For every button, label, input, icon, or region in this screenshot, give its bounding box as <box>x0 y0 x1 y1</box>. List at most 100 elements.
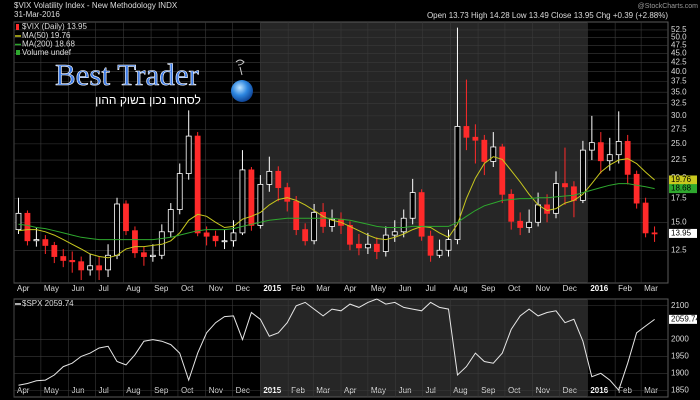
x-tick-label: Aug <box>453 386 467 395</box>
candle-body <box>293 200 300 231</box>
candle-body <box>418 192 425 237</box>
x-tick-label: Sep <box>154 284 169 293</box>
candle-body <box>606 154 613 162</box>
last-value-box <box>669 184 697 194</box>
x-tick-label: Feb <box>618 386 632 395</box>
x-tick-label: Mar <box>644 284 658 293</box>
y-tick-label: 52.5 <box>671 25 687 34</box>
candle-body <box>105 254 111 271</box>
year-shade <box>260 299 588 397</box>
x-tick-label: 2015 <box>263 284 281 293</box>
candle-body <box>275 170 282 189</box>
candle-body <box>436 249 443 256</box>
x-tick-label: Dec <box>236 386 250 395</box>
x-tick-label: Oct <box>508 284 521 293</box>
x-tick-label: Dec <box>563 386 577 395</box>
x-tick-label: Oct <box>508 386 521 395</box>
candle-body <box>123 203 129 232</box>
y-tick-label: 22.5 <box>671 155 687 164</box>
watermark: @StockCharts.com <box>638 3 699 10</box>
candle-body <box>347 224 353 245</box>
candle-body <box>284 187 291 202</box>
ma-line <box>18 183 655 241</box>
candle-body <box>149 254 156 257</box>
x-tick-label: Jul <box>99 386 109 395</box>
x-tick-label: Feb <box>618 284 632 293</box>
legend-label: Volume undef <box>22 48 72 57</box>
x-tick-label: Oct <box>181 284 194 293</box>
y-tick-label: 25.0 <box>671 139 687 148</box>
x-tick-label: Jul <box>426 284 436 293</box>
candle-body <box>579 149 586 201</box>
y-tick-label: 27.5 <box>671 124 687 133</box>
candle-body <box>194 135 201 234</box>
candle-body <box>185 135 192 174</box>
x-tick-label: 2015 <box>263 386 281 395</box>
y-tick-label: 40.0 <box>671 67 687 76</box>
candle-body <box>624 141 631 175</box>
y-tick-label: 32.5 <box>671 99 687 108</box>
x-tick-label: Mar <box>316 284 330 293</box>
x-tick-label: Apr <box>344 386 357 395</box>
y-tick-label: 30.0 <box>671 111 687 120</box>
candle-body <box>356 243 362 249</box>
candle-body <box>87 265 94 271</box>
candle-body <box>302 229 309 242</box>
line <box>18 298 655 392</box>
candle-body <box>490 146 497 162</box>
last-value-box <box>669 175 697 185</box>
candle-body <box>633 173 640 204</box>
candle-body <box>320 211 326 227</box>
x-tick-label: Jun <box>399 386 412 395</box>
x-tick-label: 2016 <box>590 386 608 395</box>
candle-body <box>132 230 138 254</box>
last-value-label: 19.76 <box>671 175 692 184</box>
last-value-label: 2059.74 <box>671 314 700 323</box>
x-tick-label: Sep <box>481 386 496 395</box>
logo: Best Trader לסחור נכון בשוק ההון <box>55 57 253 107</box>
candle-body <box>96 265 103 271</box>
candle-body <box>472 136 479 141</box>
candle-body <box>311 211 318 242</box>
x-tick-label: Nov <box>209 386 223 395</box>
candle-body <box>526 221 533 228</box>
y-tick-label: 2000 <box>671 335 689 344</box>
x-tick-label: May <box>371 284 386 293</box>
candle-body <box>230 232 237 242</box>
candle-body <box>553 183 559 214</box>
x-tick-label: Nov <box>209 284 223 293</box>
candle-body <box>615 141 622 156</box>
candle-body <box>51 245 58 257</box>
x-tick-label: Sep <box>154 386 169 395</box>
x-tick-label: Mar <box>316 386 330 395</box>
candle-body <box>445 239 452 251</box>
candle-body <box>203 232 210 237</box>
ohlc-summary: Open 13.73 High 14.28 Low 13.49 Close 13… <box>427 11 668 20</box>
candle-body <box>141 252 147 257</box>
candle-body <box>454 126 461 241</box>
x-tick-label: Jul <box>426 386 436 395</box>
candle-body <box>266 170 273 185</box>
candle-body <box>597 142 604 162</box>
x-tick-label: Mar <box>644 386 658 395</box>
candle-body <box>42 239 49 246</box>
candle-body <box>382 234 389 252</box>
last-value-box <box>669 228 697 238</box>
plot-layer: Apr Apr May May Jun Jun Jul Jul Aug Aug Sep Sep Oct O… <box>13 21 689 398</box>
candle-body <box>499 146 506 195</box>
candle-body <box>391 231 398 236</box>
x-tick-label: May <box>371 386 386 395</box>
x-tick-label: Nov <box>536 386 550 395</box>
candle-body <box>239 169 246 234</box>
candle-body <box>400 217 407 233</box>
y-tick-label: 1900 <box>671 368 689 377</box>
y-tick-label: 1950 <box>671 352 689 361</box>
x-tick-label: Apr <box>17 386 30 395</box>
logo-title: Best Trader <box>55 57 199 92</box>
candle-body <box>588 142 595 151</box>
y-tick-label: 12.5 <box>671 245 687 254</box>
y-tick-label: 42.5 <box>671 58 687 67</box>
legend-swatch <box>16 24 19 30</box>
